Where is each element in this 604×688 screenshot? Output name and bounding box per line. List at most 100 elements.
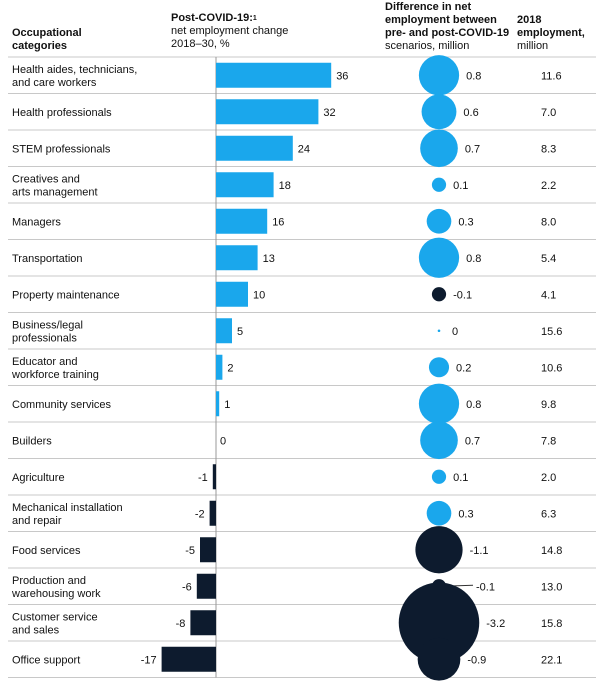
difference-value-label: -0.9 (467, 654, 486, 666)
difference-bubble (431, 177, 447, 192)
header-categories-line-1: Occupational (12, 27, 82, 39)
difference-bubble (426, 208, 452, 234)
employment-value-label: 4.1 (541, 289, 556, 301)
header-net-change: Post-COVID-19:1 net employment change 20… (171, 12, 288, 51)
bar-value-label: 36 (336, 70, 348, 82)
bar-value-label: 0 (220, 435, 226, 447)
header-categories: Occupational categories (12, 27, 82, 53)
bar-value-label: 10 (253, 289, 265, 301)
category-label: Office support (12, 654, 80, 666)
bar-value-label: -8 (176, 618, 186, 630)
category-label: Health aides, technicians, and care worke… (12, 64, 137, 89)
header-difference-line-4: scenarios, million (385, 40, 470, 52)
header-net-change-line-2: net employment change (171, 25, 289, 37)
category-label: Agriculture (12, 472, 65, 484)
bar (216, 172, 274, 198)
header-net-change-line-1: Post-COVID-19:1 (171, 12, 288, 25)
bar (212, 464, 216, 490)
header-difference-line-1: Difference in net (385, 1, 472, 13)
header-categories-line-2: categories (12, 40, 68, 52)
difference-bubble (418, 55, 460, 96)
bar-value-label: -1 (198, 472, 208, 484)
employment-value-label: 11.6 (541, 70, 562, 82)
bar (216, 391, 220, 417)
employment-value-label: 15.8 (541, 618, 562, 630)
header-difference: Difference in net employment between pre… (385, 1, 509, 53)
bar (216, 245, 258, 271)
bar (216, 99, 319, 125)
difference-bubble (420, 421, 458, 460)
bar (200, 537, 216, 563)
difference-value-label: -1.1 (470, 545, 489, 557)
header-net-change-line-3: 2018–30, % (171, 38, 230, 50)
employment-value-label: 2.0 (541, 472, 556, 484)
header-employment-line-2: employment, (517, 27, 585, 39)
bar (216, 135, 293, 161)
bar-value-label: 16 (272, 216, 284, 228)
category-label: Educator and workforce training (11, 356, 99, 381)
employment-value-label: 7.8 (541, 435, 556, 447)
difference-value-label: -0.1 (453, 289, 472, 301)
difference-value-label: 0.2 (456, 362, 471, 374)
header-employment: 2018 employment, million (517, 14, 585, 53)
category-label: Production and warehousing work (11, 575, 101, 600)
difference-value-label: 0.8 (466, 399, 481, 411)
bar-value-label: -5 (185, 545, 195, 557)
category-label: Property maintenance (12, 289, 120, 301)
difference-value-label: 0.1 (453, 180, 468, 192)
difference-value-label: -0.1 (476, 581, 495, 593)
difference-value-label: 0.3 (458, 216, 473, 228)
category-label: Customer service and sales (12, 611, 98, 636)
bar (216, 318, 232, 344)
category-label: Creatives and arts management (12, 173, 98, 198)
header-net-change-title: Post-COVID-19: (171, 12, 253, 24)
footnote-marker: 1 (252, 15, 257, 22)
bar-value-label: 32 (323, 107, 335, 119)
category-label: Food services (12, 545, 81, 557)
bar-value-label: -2 (195, 508, 205, 520)
difference-value-label: -3.2 (486, 618, 505, 630)
bar-value-label: 18 (279, 180, 291, 192)
employment-value-label: 2.2 (541, 180, 556, 192)
difference-value-label: 0.8 (466, 70, 481, 82)
difference-value-label: 0.6 (463, 107, 478, 119)
bar (216, 208, 268, 234)
difference-bubble (421, 94, 457, 130)
difference-bubble (415, 526, 463, 574)
employment-value-label: 8.0 (541, 216, 556, 228)
category-label: Health professionals (12, 107, 112, 119)
difference-value-label: 0.7 (465, 435, 480, 447)
difference-bubble (417, 637, 461, 681)
difference-value-label: 0.3 (458, 508, 473, 520)
bar-value-label: -17 (141, 654, 157, 666)
difference-bubble (431, 469, 447, 484)
difference-bubble (428, 357, 450, 378)
difference-bubble (418, 237, 460, 278)
category-label: Managers (12, 216, 61, 228)
employment-value-label: 10.6 (541, 362, 562, 374)
category-label: Business/legal professionals (12, 319, 83, 344)
bar-value-label: 24 (298, 143, 310, 155)
header-difference-line-2: employment between (385, 14, 497, 26)
bar (216, 281, 248, 307)
difference-value-label: 0.1 (453, 472, 468, 484)
header-difference-line-3: pre- and post-COVID-19 (385, 27, 510, 39)
category-label: STEM professionals (12, 143, 111, 155)
bar (209, 500, 216, 526)
bar (190, 610, 216, 636)
bar (216, 62, 332, 88)
difference-bubble (431, 287, 447, 302)
difference-bubble (420, 129, 458, 168)
category-label: Community services (12, 399, 112, 411)
difference-bubble (437, 329, 441, 333)
employment-value-label: 8.3 (541, 143, 556, 155)
employment-value-label: 9.8 (541, 399, 556, 411)
employment-value-label: 22.1 (541, 654, 562, 666)
category-label: Transportation (12, 253, 83, 265)
bar (196, 573, 216, 599)
employment-value-label: 13.0 (541, 581, 562, 593)
difference-value-label: 0.8 (466, 253, 481, 265)
difference-bubble (426, 500, 452, 526)
bar (161, 646, 216, 672)
